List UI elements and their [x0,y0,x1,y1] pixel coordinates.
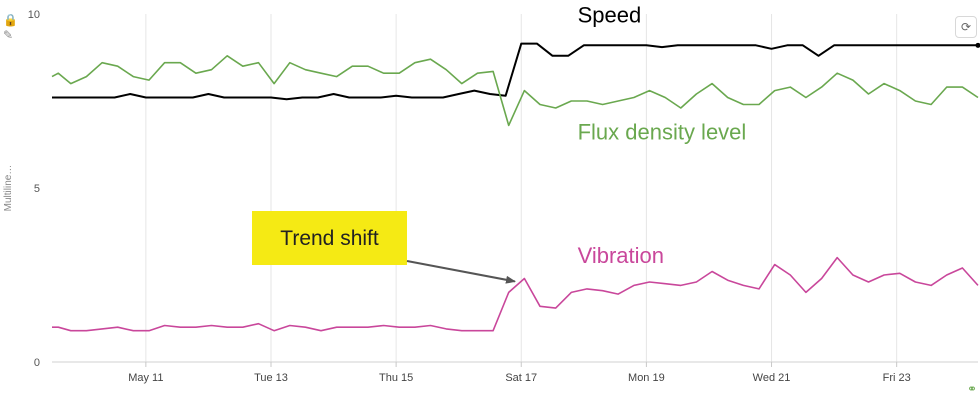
x-tick-label-2: Thu 15 [379,372,413,384]
y-axis: 0 5 10 [28,9,40,369]
series-group [51,42,980,332]
series-line-vibration [52,256,979,332]
x-tick-label-1: Tue 13 [254,372,288,384]
series-line-flux-density-level [51,54,979,127]
series-label-vibration: Vibration [578,243,664,268]
series-label-flux-density-level: Flux density level [578,119,747,144]
x-tick-label-5: Wed 21 [753,372,791,384]
refresh-icon: ⟳ [960,20,972,34]
y-tick-label-0: 0 [34,357,40,369]
x-tick-label-6: Fri 23 [883,372,911,384]
x-axis: May 11 Tue 13 Thu 15 Sat 17 Mon 19 Wed 21 Fri … [128,362,911,384]
y-axis-label: Multiline… [3,165,14,212]
link-icon[interactable]: ⚭ [967,382,978,396]
callout-text: Trend shift [280,227,379,250]
lock-icon[interactable]: 🔒 [3,13,18,27]
reset-zoom-button[interactable]: ⟳ [955,16,977,38]
series-end-point-speed [975,42,980,48]
callout-arrow [406,260,516,284]
annotations: Trend shift [252,211,516,284]
y-tick-label-2: 10 [28,9,40,21]
x-tick-label-4: Mon 19 [628,372,665,384]
y-tick-label-1: 5 [34,183,40,195]
callout-box [252,211,407,265]
series-label-speed: Speed [578,3,642,28]
x-tick-label-0: May 11 [128,372,163,384]
pencil-icon[interactable]: ✎ [3,28,14,42]
x-tick-label-3: Sat 17 [505,372,537,384]
series-line-speed [52,42,978,101]
series-labels: Speed Flux density level Vibration [578,3,747,268]
grid-lines [145,14,898,362]
